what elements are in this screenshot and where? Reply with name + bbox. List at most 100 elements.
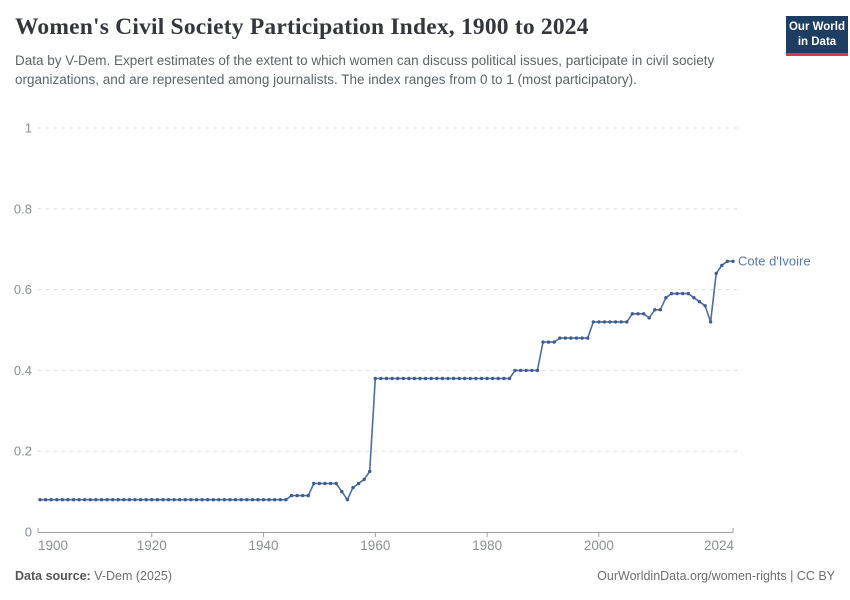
chart-subtitle: Data by V-Dem. Expert estimates of the e… (15, 53, 715, 88)
data-point (127, 498, 132, 502)
data-point (675, 291, 679, 296)
data-point (328, 481, 333, 486)
y-tick-label: 0.8 (14, 201, 32, 216)
data-point (507, 376, 512, 381)
data-point (630, 312, 635, 316)
data-point (423, 376, 428, 381)
data-point (681, 291, 685, 296)
data-point (200, 498, 204, 502)
data-point (138, 498, 143, 502)
data-point (697, 300, 702, 304)
data-point (116, 498, 120, 502)
data-point (569, 336, 573, 340)
credit-link[interactable]: OurWorldinData.org/women-rights | CC BY (597, 569, 835, 583)
data-point (440, 376, 445, 381)
x-tick-label: 1900 (38, 538, 68, 553)
data-point (412, 376, 417, 381)
data-point (306, 493, 310, 498)
data-point (206, 498, 210, 502)
data-point (485, 376, 489, 381)
data-point (541, 340, 545, 344)
data-point (239, 498, 243, 502)
data-point (356, 481, 361, 486)
data-point (317, 481, 322, 486)
data-point (362, 477, 366, 482)
data-point (429, 376, 433, 381)
data-point (619, 320, 623, 324)
data-source: Data source: V-Dem (2025) (15, 569, 172, 583)
data-point (451, 376, 456, 381)
data-point (474, 376, 478, 381)
data-source-value: V-Dem (2025) (94, 569, 173, 583)
data-point (692, 296, 696, 300)
data-point (468, 376, 472, 381)
x-tick-label: 1940 (249, 538, 279, 553)
data-point (334, 481, 338, 486)
data-point (586, 336, 590, 340)
data-point (133, 498, 137, 502)
data-point (178, 498, 182, 502)
data-point (530, 368, 534, 373)
y-tick-label: 1 (25, 121, 32, 136)
data-point (563, 336, 567, 340)
chart-header: Women's Civil Society Participation Inde… (15, 14, 848, 89)
owid-logo: Our World in Data (786, 16, 848, 56)
data-point (591, 320, 595, 324)
data-point (77, 498, 81, 502)
data-point (189, 498, 193, 502)
data-point (602, 320, 607, 324)
data-point (289, 493, 294, 498)
data-point (463, 376, 467, 381)
data-point (49, 498, 53, 502)
data-point (38, 498, 42, 502)
data-point (105, 498, 109, 502)
data-point (284, 498, 288, 502)
data-point (669, 291, 674, 296)
data-point (111, 498, 115, 502)
data-point (194, 498, 199, 502)
data-point (345, 498, 350, 502)
data-point (703, 304, 707, 308)
data-point (373, 376, 377, 381)
data-point (295, 493, 299, 498)
data-point (144, 498, 148, 502)
x-tick-label: 1960 (360, 538, 390, 553)
data-point (172, 498, 176, 502)
data-point (122, 498, 126, 502)
data-point (88, 498, 93, 502)
data-point (647, 316, 651, 320)
entity-label: Cote d'Ivoire (738, 253, 811, 268)
data-point (636, 312, 640, 316)
data-point (686, 291, 690, 296)
series-line-cote-divoire (39, 260, 734, 501)
data-point (222, 498, 227, 502)
data-point (580, 336, 584, 340)
data-point (535, 368, 540, 373)
owid-logo-line2: in Data (797, 35, 837, 48)
x-tick-label: 2000 (584, 538, 614, 553)
data-point (323, 481, 327, 486)
data-point (211, 498, 215, 502)
data-point (418, 376, 422, 381)
data-point (407, 376, 411, 381)
data-point (384, 376, 389, 381)
data-point (479, 376, 484, 381)
data-point (94, 498, 98, 502)
data-point (446, 376, 450, 381)
data-point (155, 498, 160, 502)
y-tick-label: 0.4 (14, 363, 32, 378)
data-point (496, 376, 500, 381)
data-point (351, 485, 355, 490)
data-point (340, 489, 344, 494)
data-point (267, 498, 271, 502)
data-point (653, 308, 657, 312)
data-point (43, 498, 48, 502)
data-point (55, 498, 59, 502)
data-point (390, 376, 394, 381)
data-point (99, 498, 104, 502)
data-point (150, 498, 154, 502)
data-point (714, 271, 718, 276)
data-point (301, 493, 305, 498)
